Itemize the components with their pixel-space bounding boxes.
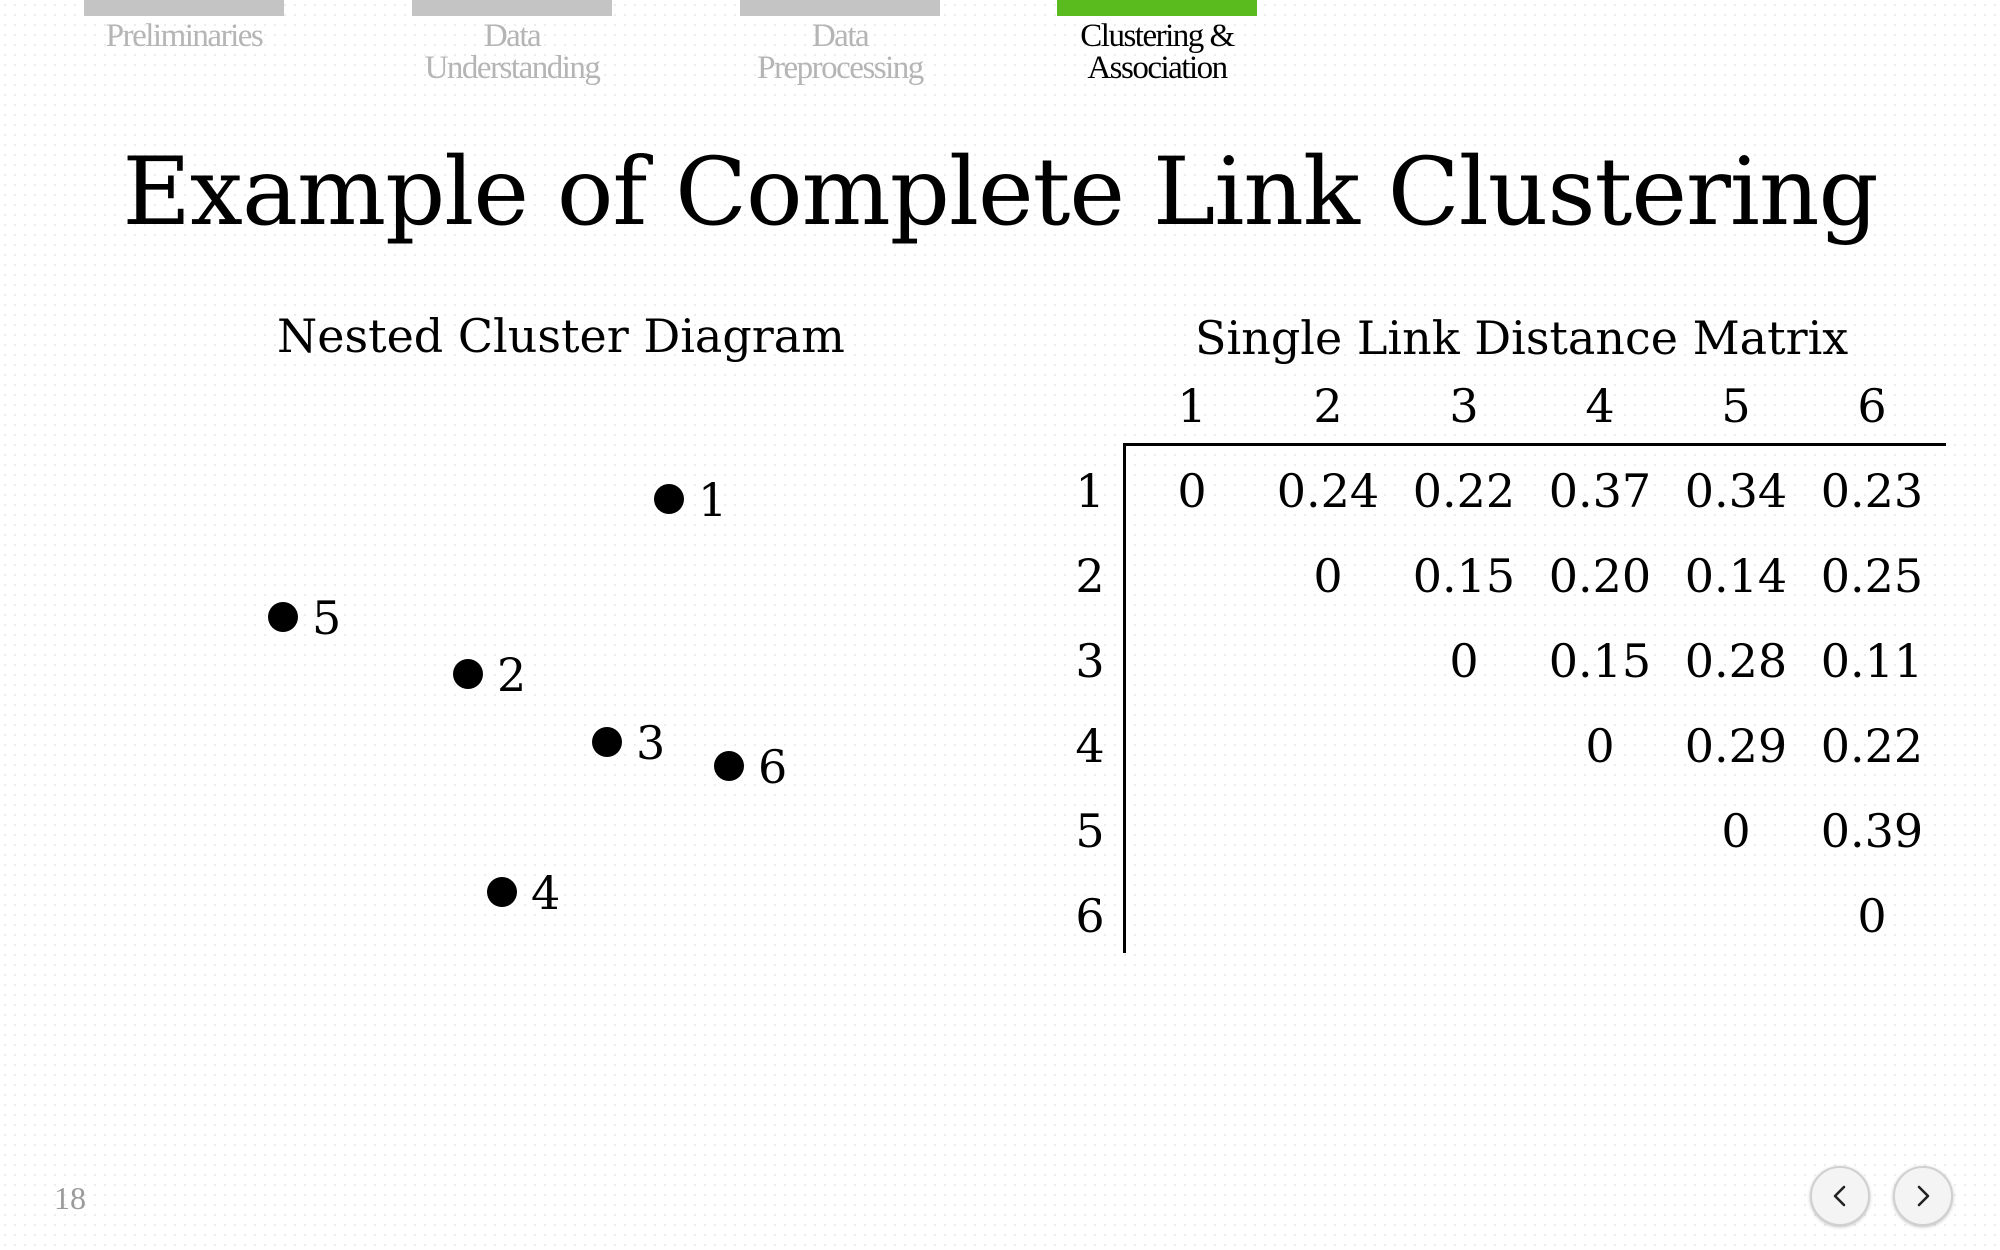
matrix-cell: 0.34	[1684, 464, 1788, 518]
nav-tab-clustering-association[interactable]: Clustering & Association	[1057, 0, 1257, 86]
point-marker	[592, 727, 622, 757]
matrix-header-divider	[1124, 443, 1946, 446]
nav-tab-label: Data Understanding	[424, 18, 601, 86]
diagram-title: Nested Cluster Diagram	[277, 309, 845, 363]
matrix-cell: 0	[1857, 889, 1887, 943]
matrix-cell: 0.11	[1820, 634, 1924, 688]
matrix-cell: 0.29	[1684, 719, 1788, 773]
chevron-left-icon	[1833, 1185, 1846, 1207]
point-marker	[268, 602, 298, 632]
matrix-row-header: 1	[1075, 464, 1105, 518]
matrix-row-header: 3	[1075, 634, 1105, 688]
point-marker	[654, 484, 684, 514]
matrix-cell: 0	[1585, 719, 1615, 773]
matrix-cell: 0.22	[1412, 464, 1516, 518]
point-marker	[714, 751, 744, 781]
matrix-row-header: 5	[1075, 804, 1105, 858]
matrix-cell: 0	[1449, 634, 1479, 688]
matrix-row-divider	[1123, 443, 1126, 953]
nav-tab-indicator	[412, 0, 612, 16]
nav-tab-indicator	[84, 0, 284, 16]
point-marker	[487, 877, 517, 907]
matrix-row-header: 2	[1075, 549, 1105, 603]
matrix-cell: 0.20	[1548, 549, 1652, 603]
previous-slide-button[interactable]	[1810, 1166, 1870, 1226]
matrix-cell: 0.22	[1820, 719, 1924, 773]
matrix-cell: 0	[1177, 464, 1207, 518]
nav-tab-label: Preliminaries	[105, 18, 264, 54]
point-label: 1	[698, 473, 728, 527]
matrix-cell: 0.24	[1276, 464, 1380, 518]
nav-tab-label: Data Preprocessing	[757, 18, 924, 86]
nav-tab-data-understanding[interactable]: Data Understanding	[412, 0, 612, 86]
matrix-cell: 0.14	[1684, 549, 1788, 603]
point-label: 2	[497, 648, 527, 702]
nav-tab-data-preprocessing[interactable]: Data Preprocessing	[740, 0, 940, 86]
matrix-cell: 0.15	[1548, 634, 1652, 688]
matrix-col-header: 2	[1313, 379, 1343, 433]
matrix-cell: 0.37	[1548, 464, 1652, 518]
point-label: 4	[531, 866, 561, 920]
nav-tab-label: Clustering & Association	[1080, 18, 1235, 86]
matrix-cell: 0	[1313, 549, 1343, 603]
matrix-cell: 0	[1721, 804, 1751, 858]
matrix-row-header: 6	[1075, 889, 1105, 943]
matrix-col-header: 1	[1177, 379, 1207, 433]
matrix-col-header: 3	[1449, 379, 1479, 433]
nav-tab-indicator	[740, 0, 940, 16]
matrix-col-header: 6	[1857, 379, 1887, 433]
matrix-cell: 0.28	[1684, 634, 1788, 688]
nav-tab-indicator	[1057, 0, 1257, 16]
matrix-title: Single Link Distance Matrix	[1195, 311, 1849, 365]
nav-tab-preliminaries[interactable]: Preliminaries	[84, 0, 284, 54]
matrix-row-header: 4	[1075, 719, 1105, 773]
matrix-col-header: 5	[1721, 379, 1751, 433]
slide-title: Example of Complete Link Clustering	[122, 138, 1878, 247]
matrix-cell: 0.23	[1820, 464, 1924, 518]
point-label: 3	[636, 716, 666, 770]
matrix-cell: 0.15	[1412, 549, 1516, 603]
matrix-cell: 0.25	[1820, 549, 1924, 603]
point-label: 6	[758, 740, 788, 794]
point-marker	[453, 659, 483, 689]
next-slide-button[interactable]	[1893, 1166, 1953, 1226]
slide-number: 18	[54, 1180, 86, 1216]
matrix-col-header: 4	[1585, 379, 1615, 433]
point-label: 5	[312, 591, 342, 645]
chevron-right-icon	[1917, 1185, 1930, 1207]
matrix-cell: 0.39	[1820, 804, 1924, 858]
